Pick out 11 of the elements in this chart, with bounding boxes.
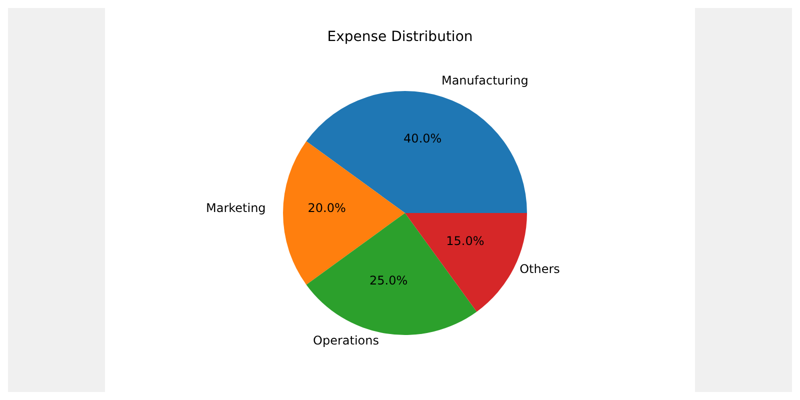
data-label: 15.0% [446, 234, 484, 248]
slice-label: Manufacturing [441, 73, 528, 88]
slice-label: Others [520, 262, 560, 276]
pie-slice [283, 141, 405, 285]
data-label: 25.0% [369, 273, 408, 288]
slice-label: Operations [313, 334, 380, 348]
chart-title: Expense Distribution [327, 29, 473, 45]
data-label: 20.0% [308, 201, 346, 215]
slice-label: Marketing [206, 201, 266, 215]
pie-slice [306, 91, 527, 213]
data-label: 40.0% [404, 131, 442, 146]
